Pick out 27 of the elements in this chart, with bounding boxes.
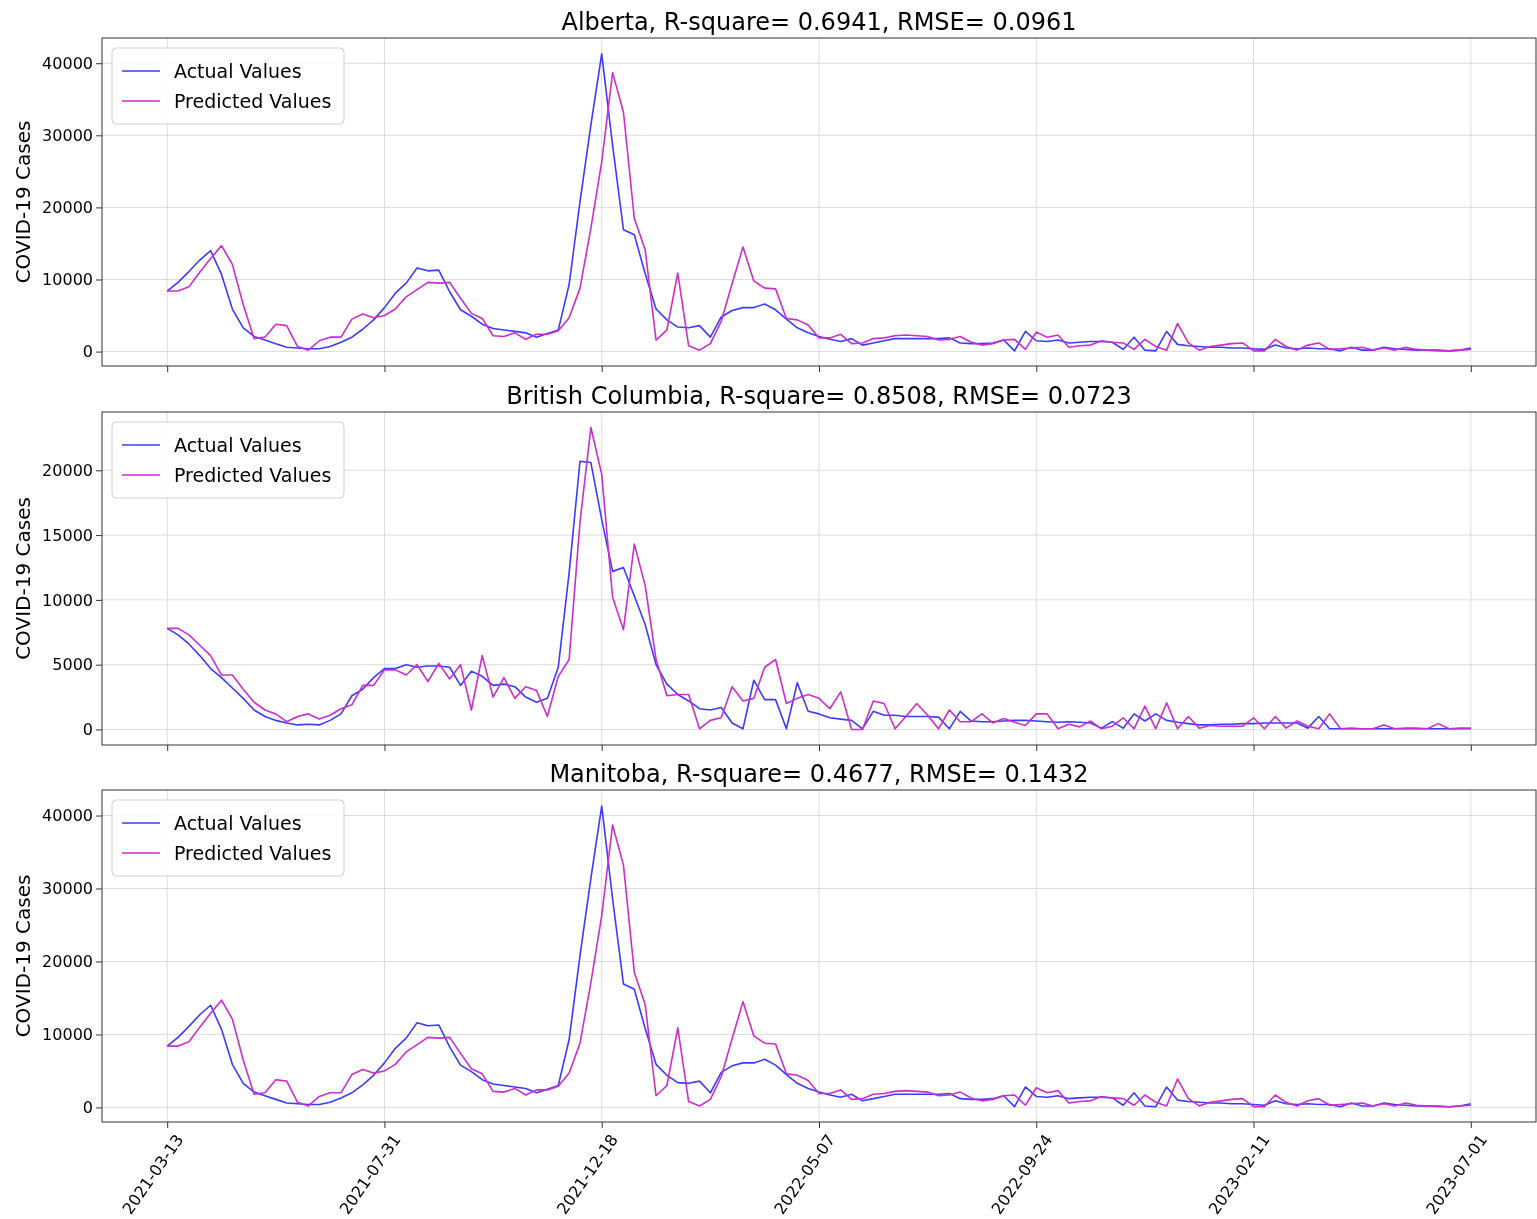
legend-label: Predicted Values bbox=[174, 90, 332, 112]
legend-label: Actual Values bbox=[174, 434, 302, 456]
legend-label: Actual Values bbox=[174, 812, 302, 834]
y-tick-label: 5000 bbox=[52, 655, 93, 675]
chart-title: Alberta, R-square= 0.6941, RMSE= 0.0961 bbox=[561, 8, 1077, 36]
legend-label: Predicted Values bbox=[174, 842, 332, 864]
y-axis-title: COVID-19 Cases bbox=[11, 497, 35, 660]
y-tick-label: 30000 bbox=[42, 879, 93, 899]
y-tick-label: 15000 bbox=[42, 525, 93, 545]
y-tick-label: 20000 bbox=[42, 952, 93, 972]
y-tick-label: 40000 bbox=[42, 53, 93, 73]
y-tick-label: 0 bbox=[82, 342, 93, 362]
legend-label: Predicted Values bbox=[174, 464, 332, 486]
y-tick-label: 10000 bbox=[42, 590, 93, 610]
y-tick-label: 30000 bbox=[42, 125, 93, 145]
y-tick-label: 0 bbox=[82, 1098, 93, 1118]
chart-title: Manitoba, R-square= 0.4677, RMSE= 0.1432 bbox=[549, 760, 1089, 788]
y-tick-label: 40000 bbox=[42, 806, 93, 826]
y-tick-label: 20000 bbox=[42, 460, 93, 480]
y-tick-label: 10000 bbox=[42, 270, 93, 290]
y-tick-label: 10000 bbox=[42, 1025, 93, 1045]
y-tick-label: 0 bbox=[82, 720, 93, 740]
y-axis-title: COVID-19 Cases bbox=[11, 120, 35, 284]
y-axis-title: COVID-19 Cases bbox=[11, 874, 35, 1038]
y-tick-label: 20000 bbox=[42, 198, 93, 218]
legend-label: Actual Values bbox=[174, 60, 302, 82]
chart-title: British Columbia, R-square= 0.8508, RMSE= 0.0723 bbox=[506, 382, 1132, 410]
